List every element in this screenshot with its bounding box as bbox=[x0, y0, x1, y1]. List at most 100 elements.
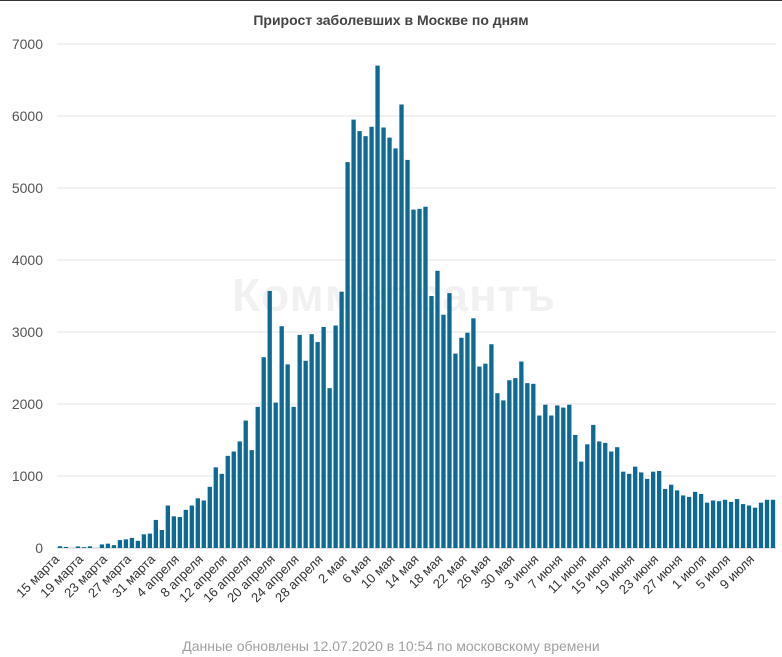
bar[interactable] bbox=[519, 361, 524, 548]
bar[interactable] bbox=[579, 461, 584, 548]
bar[interactable] bbox=[63, 546, 69, 548]
bar[interactable] bbox=[453, 353, 458, 548]
bar[interactable] bbox=[758, 502, 764, 548]
bar[interactable] bbox=[728, 501, 734, 548]
bar[interactable] bbox=[129, 537, 135, 548]
bar[interactable] bbox=[255, 406, 260, 548]
bar[interactable] bbox=[123, 539, 129, 548]
bar[interactable] bbox=[87, 546, 93, 548]
bar[interactable] bbox=[633, 466, 638, 548]
bar[interactable] bbox=[651, 471, 656, 548]
bar[interactable] bbox=[722, 499, 728, 548]
bar[interactable] bbox=[171, 516, 176, 548]
bar[interactable] bbox=[249, 450, 254, 548]
bar[interactable] bbox=[195, 498, 200, 548]
bar[interactable] bbox=[704, 502, 710, 548]
bar[interactable] bbox=[315, 342, 320, 548]
bar[interactable] bbox=[57, 546, 63, 548]
bar[interactable] bbox=[381, 127, 386, 549]
bar[interactable] bbox=[573, 434, 578, 548]
bar[interactable] bbox=[668, 484, 674, 548]
bar[interactable] bbox=[591, 424, 596, 548]
bar[interactable] bbox=[99, 544, 105, 548]
bar[interactable] bbox=[267, 290, 272, 548]
bar[interactable] bbox=[692, 491, 698, 548]
bar[interactable] bbox=[219, 473, 224, 548]
bar[interactable] bbox=[740, 504, 746, 548]
bar[interactable] bbox=[363, 136, 368, 548]
bar[interactable] bbox=[351, 119, 356, 548]
bar[interactable] bbox=[686, 496, 692, 548]
bar[interactable] bbox=[429, 296, 434, 548]
bar[interactable] bbox=[357, 131, 362, 548]
bar[interactable] bbox=[752, 507, 758, 548]
bar[interactable] bbox=[339, 291, 344, 548]
bar[interactable] bbox=[525, 383, 530, 548]
bar[interactable] bbox=[621, 471, 626, 548]
bar[interactable] bbox=[603, 442, 608, 548]
bar[interactable] bbox=[627, 473, 632, 548]
bar[interactable] bbox=[279, 326, 284, 548]
bar[interactable] bbox=[393, 148, 398, 548]
bar[interactable] bbox=[411, 209, 416, 548]
bar[interactable] bbox=[609, 451, 614, 548]
bar[interactable] bbox=[303, 360, 308, 548]
bar[interactable] bbox=[477, 366, 482, 548]
bar[interactable] bbox=[165, 505, 170, 548]
bar[interactable] bbox=[135, 540, 141, 548]
bar[interactable] bbox=[111, 545, 117, 548]
bar[interactable] bbox=[639, 472, 644, 548]
bar[interactable] bbox=[273, 402, 278, 548]
bar[interactable] bbox=[261, 357, 266, 548]
bar[interactable] bbox=[501, 400, 506, 548]
bar[interactable] bbox=[585, 444, 590, 548]
bar[interactable] bbox=[369, 126, 374, 549]
bar[interactable] bbox=[423, 206, 428, 548]
bar[interactable] bbox=[285, 364, 290, 548]
bar[interactable] bbox=[495, 393, 500, 548]
bar[interactable] bbox=[561, 407, 566, 548]
bar[interactable] bbox=[183, 509, 188, 548]
bar[interactable] bbox=[189, 505, 194, 548]
bar[interactable] bbox=[674, 490, 680, 548]
bar[interactable] bbox=[543, 404, 548, 548]
bar[interactable] bbox=[207, 486, 212, 548]
bar[interactable] bbox=[698, 494, 704, 548]
bar[interactable] bbox=[770, 499, 776, 548]
bar[interactable] bbox=[459, 337, 464, 548]
bar[interactable] bbox=[141, 534, 147, 548]
bar[interactable] bbox=[764, 499, 770, 548]
bar[interactable] bbox=[297, 334, 302, 548]
bar[interactable] bbox=[663, 488, 668, 548]
bar[interactable] bbox=[327, 388, 332, 548]
bar[interactable] bbox=[567, 404, 572, 548]
bar[interactable] bbox=[417, 208, 422, 548]
bar[interactable] bbox=[399, 104, 404, 548]
bar[interactable] bbox=[147, 533, 153, 548]
bar[interactable] bbox=[657, 470, 662, 548]
bar[interactable] bbox=[680, 495, 686, 548]
bar[interactable] bbox=[513, 378, 518, 548]
bar[interactable] bbox=[345, 162, 350, 548]
bar[interactable] bbox=[465, 332, 470, 548]
bar[interactable] bbox=[483, 363, 488, 548]
bar[interactable] bbox=[471, 318, 476, 548]
bar[interactable] bbox=[75, 546, 81, 548]
bar[interactable] bbox=[734, 499, 740, 548]
bar[interactable] bbox=[441, 314, 446, 548]
bar[interactable] bbox=[309, 334, 314, 548]
bar[interactable] bbox=[710, 500, 716, 548]
bar[interactable] bbox=[447, 293, 452, 548]
bar[interactable] bbox=[405, 159, 410, 549]
bar[interactable] bbox=[597, 441, 602, 548]
bar[interactable] bbox=[333, 325, 338, 548]
bar[interactable] bbox=[225, 455, 230, 548]
bar[interactable] bbox=[105, 543, 111, 548]
bar[interactable] bbox=[243, 420, 248, 548]
bar[interactable] bbox=[746, 505, 752, 548]
bar[interactable] bbox=[375, 65, 380, 548]
bar[interactable] bbox=[489, 344, 494, 548]
bar[interactable] bbox=[645, 478, 650, 548]
bar[interactable] bbox=[537, 415, 542, 548]
bar[interactable] bbox=[321, 326, 326, 548]
